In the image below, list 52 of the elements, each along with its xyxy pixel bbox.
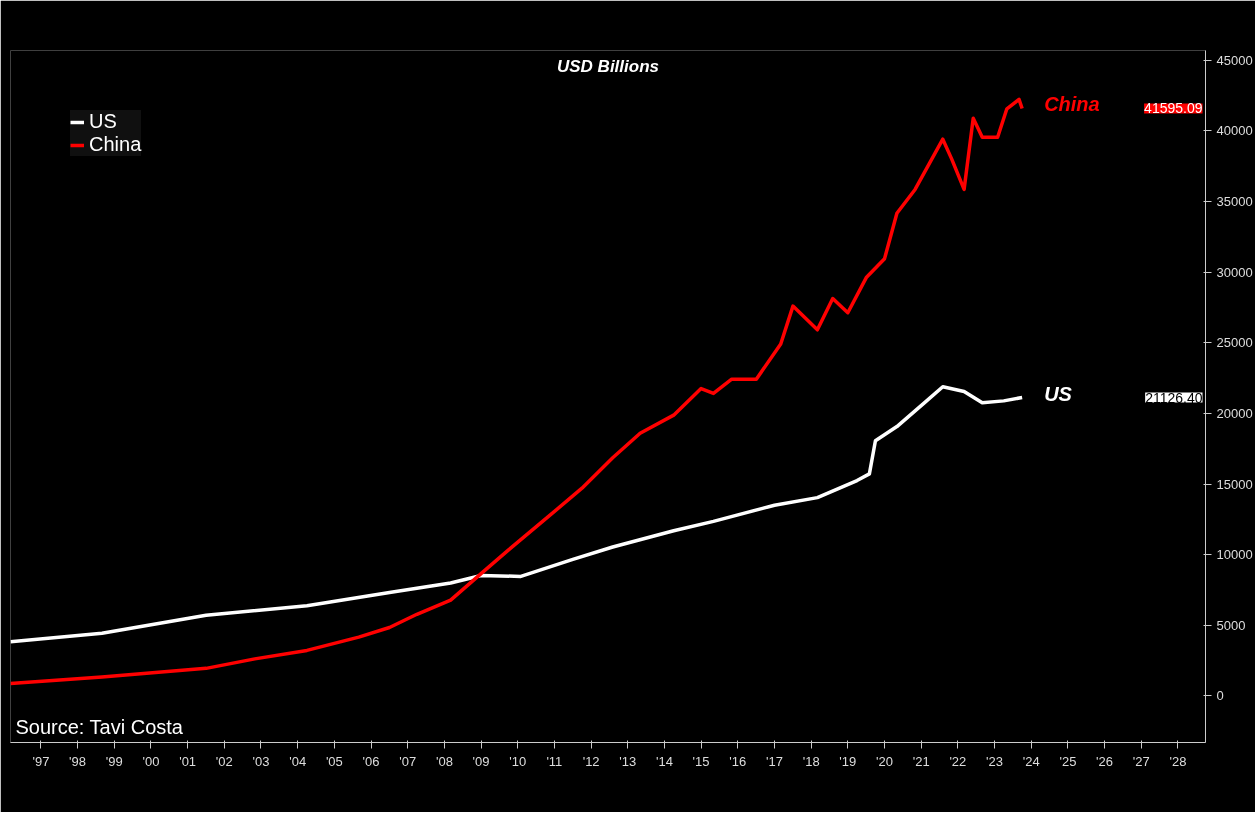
y-tick-label: 40000: [1216, 123, 1253, 139]
x-tick-label: '25: [1059, 753, 1077, 769]
chart-subtitle: USD Billions: [557, 56, 660, 76]
x-tick-label: '10: [509, 753, 527, 769]
y-tick-label: 20000: [1216, 405, 1253, 421]
x-tick-label: '01: [179, 753, 197, 769]
y-tick-label: 15000: [1216, 476, 1253, 492]
y-tick-label: 30000: [1216, 264, 1253, 280]
x-tick-label: '12: [582, 753, 600, 769]
x-tick-label: '23: [986, 753, 1003, 769]
line-series: [10, 97, 1024, 686]
x-tick-label: '11: [546, 753, 563, 769]
x-tick-label: '06: [362, 753, 380, 769]
annotation: 21126.40: [1145, 389, 1203, 406]
annotation: 41595.09: [1144, 100, 1203, 117]
x-tick-label: '19: [839, 753, 857, 769]
x-tick-label: '28: [1169, 753, 1187, 769]
x-tick-label: '20: [876, 753, 894, 769]
y-tick-label: 25000: [1216, 335, 1253, 351]
x-tick-label: '21: [912, 753, 930, 769]
x-tick-label: '13: [619, 753, 637, 769]
annotation: Source: Tavi Costa: [15, 715, 184, 738]
x-tick-label: '17: [766, 753, 783, 769]
legend-label: China: [89, 133, 142, 156]
x-tick-label: '99: [105, 753, 123, 769]
x-tick-label: '24: [1022, 753, 1040, 769]
y-tick-label: 5000: [1216, 617, 1246, 633]
legend-label: US: [89, 110, 117, 133]
x-tick-label: '27: [1132, 753, 1150, 769]
x-tick-label: '09: [472, 753, 490, 769]
x-tick-label: '07: [399, 753, 417, 769]
x-tick-label: '98: [69, 753, 87, 769]
x-tick-label: '15: [692, 753, 710, 769]
x-tick-label: '00: [142, 753, 160, 769]
x-tick-label: '97: [32, 753, 50, 769]
x-tick-label: '26: [1096, 753, 1114, 769]
annotation: China: [1044, 93, 1100, 116]
x-tick-label: '03: [252, 753, 270, 769]
x-tick-label: '08: [435, 753, 453, 769]
x-tick-label: '22: [949, 753, 967, 769]
x-tick-label: '18: [802, 753, 820, 769]
x-tick-label: '14: [655, 753, 673, 769]
y-tick-label: 0: [1216, 688, 1224, 704]
annotation: US: [1044, 382, 1073, 405]
y-tick-label: 10000: [1216, 547, 1253, 563]
x-tick-label: '04: [289, 753, 307, 769]
x-tick-label: '05: [325, 753, 343, 769]
x-tick-label: '16: [729, 753, 747, 769]
x-tick-label: '02: [215, 753, 233, 769]
y-tick-label: 45000: [1216, 52, 1253, 68]
y-tick-label: 35000: [1216, 194, 1253, 210]
line-series: [10, 385, 1024, 644]
